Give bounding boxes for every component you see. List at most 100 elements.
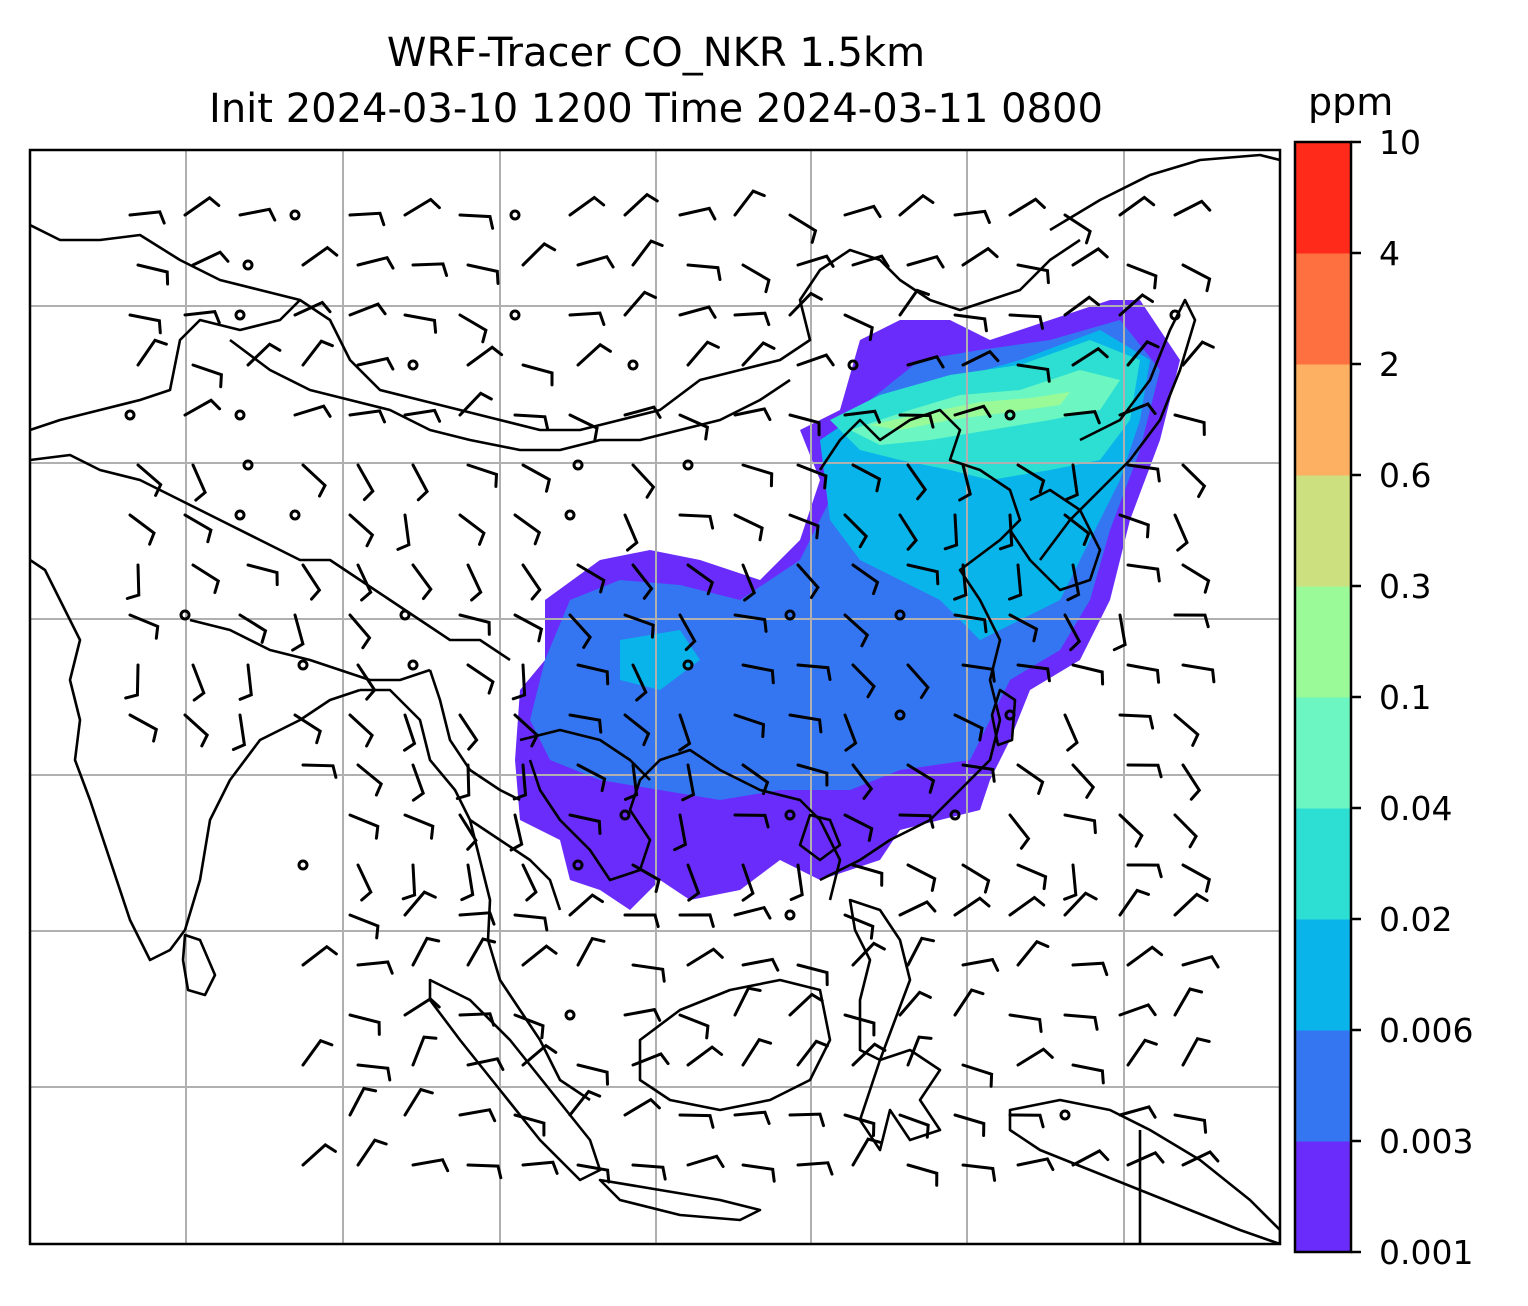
wind-barb — [403, 813, 435, 840]
wind-barb — [396, 513, 411, 551]
wind-barb — [301, 1038, 334, 1067]
wind-barb — [466, 563, 483, 602]
wind-barb — [128, 513, 156, 546]
sumatra-coast — [428, 978, 602, 1182]
wind-barb — [1063, 513, 1091, 546]
wind-barb — [686, 263, 722, 281]
wind-barb — [403, 997, 441, 1017]
wind-barb — [741, 1163, 776, 1183]
calm-wind-marker — [1169, 309, 1181, 321]
philippines-coast — [848, 898, 912, 1062]
china-coast — [818, 408, 1022, 882]
new-guinea-coast — [1008, 1098, 1280, 1244]
wind-barb — [623, 1097, 661, 1117]
wind-barb — [851, 254, 890, 268]
calm-wind-marker — [407, 359, 419, 371]
wind-barb — [466, 463, 499, 488]
wind-barb — [238, 663, 253, 701]
wind-barb — [466, 1163, 503, 1180]
calm-wind-marker — [124, 409, 136, 421]
wind-barb — [568, 613, 592, 649]
wind-barb — [1118, 513, 1150, 539]
wind-barb — [403, 1087, 434, 1117]
wind-barb — [796, 1161, 834, 1176]
wind-barb — [356, 863, 373, 902]
calm-wind-marker — [894, 609, 906, 621]
wind-barb — [568, 413, 599, 442]
wind-barb — [1063, 613, 1082, 652]
wind-barb — [631, 663, 648, 702]
wind-barb — [898, 288, 930, 317]
wind-barb — [403, 890, 437, 917]
colorbar-segment — [1295, 1141, 1351, 1253]
wind-barb — [136, 338, 168, 367]
wind-barb — [348, 913, 380, 940]
wind-barb — [1064, 463, 1079, 501]
wind-barb — [796, 1039, 829, 1067]
colorbar-units-label: ppm — [1308, 80, 1394, 124]
wind-barb — [1112, 613, 1127, 652]
wind-barb — [511, 663, 527, 701]
calm-wind-marker — [1004, 709, 1016, 721]
colorbar-segment — [1295, 142, 1351, 254]
wind-barb — [1126, 663, 1161, 684]
wind-barb — [301, 245, 339, 267]
colorbar-tick-label: 0.1 — [1379, 678, 1431, 717]
wind-barb — [741, 563, 757, 602]
calm-wind-marker — [894, 709, 906, 721]
wind-barb — [1016, 263, 1050, 285]
colorbar-segment — [1295, 697, 1351, 809]
wind-barb — [301, 944, 338, 967]
wind-barb — [733, 1110, 771, 1125]
wind-barb — [631, 239, 664, 267]
wind-barb — [788, 713, 823, 734]
calm-wind-marker — [399, 609, 411, 621]
colorbar: 0.001 0.003 0.006 0.02 0.04 0.1 0.3 0.6 2 4 10 — [1293, 123, 1473, 1272]
wind-barb — [521, 463, 552, 493]
calm-wind-marker — [784, 909, 796, 921]
wind-barb — [246, 563, 279, 587]
wind-barb — [458, 1012, 496, 1027]
japan-coast — [1038, 298, 1197, 561]
wind-barb — [568, 311, 606, 326]
wind-barb — [788, 413, 821, 437]
wind-barb — [906, 355, 945, 369]
wind-barb — [1008, 313, 1044, 330]
bay-east-coast — [360, 688, 591, 1102]
wind-barb — [512, 763, 528, 801]
calm-wind-marker — [619, 809, 631, 821]
wind-barb — [906, 1163, 939, 1187]
colorbar-tick-label: 0.003 — [1379, 1122, 1473, 1161]
wind-barb — [1016, 863, 1048, 891]
wind-barb — [466, 1057, 505, 1071]
wind-barb — [1118, 813, 1144, 848]
wind-barb — [1008, 1013, 1043, 1033]
wind-barb — [906, 254, 945, 269]
wind-barb — [1071, 961, 1109, 977]
wind-barb — [733, 813, 770, 829]
wind-barb — [1173, 613, 1210, 629]
wind-barb — [513, 913, 549, 932]
wind-barb — [623, 192, 659, 217]
wind-barb — [301, 563, 322, 601]
central-asia-border — [30, 299, 301, 432]
calm-wind-marker — [572, 859, 584, 871]
wind-barbs — [124, 189, 1220, 1187]
wind-barb — [851, 763, 874, 800]
wind-barb — [673, 813, 688, 852]
wind-barb — [136, 463, 163, 497]
wind-barb — [1126, 463, 1161, 483]
wind-barb — [686, 863, 701, 902]
calm-wind-marker — [847, 359, 859, 371]
wind-barb — [1181, 1036, 1211, 1067]
wind-barb — [1173, 413, 1206, 436]
wind-barb — [953, 713, 984, 742]
wind-barb — [183, 713, 210, 748]
wind-barb — [1071, 247, 1109, 267]
wind-barb — [403, 313, 438, 334]
colorbar-tick-label: 0.02 — [1379, 900, 1452, 939]
wind-barb — [458, 313, 488, 344]
calm-wind-marker — [784, 809, 796, 821]
wind-barb — [741, 1037, 773, 1067]
wind-barb — [851, 1042, 887, 1067]
